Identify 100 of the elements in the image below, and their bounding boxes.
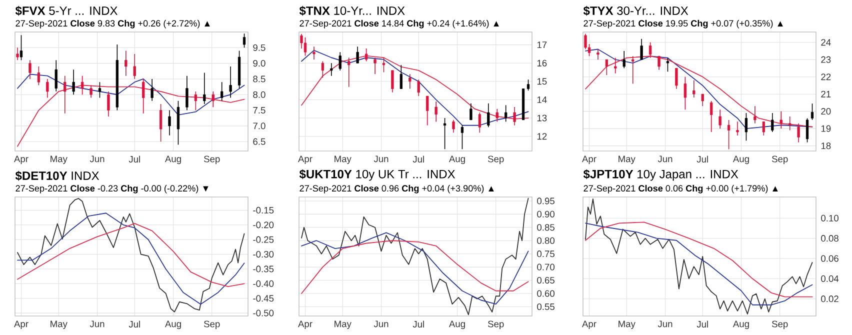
candlestick xyxy=(684,76,686,110)
y-tick-label: 7.5 xyxy=(253,107,266,114)
candlestick xyxy=(727,120,730,150)
y-tick-label: 8.5 xyxy=(253,76,266,82)
y-tick-label: 0.70 xyxy=(537,264,555,270)
candlestick xyxy=(771,112,774,132)
candlestick xyxy=(470,102,472,120)
x-tick-label: Aug xyxy=(448,320,465,330)
y-tick-label: -0.45 xyxy=(253,295,274,302)
candlestick xyxy=(797,123,800,143)
candlestick xyxy=(744,112,748,142)
y-tick-label: 19 xyxy=(821,125,831,132)
candlestick xyxy=(400,64,403,90)
candlestick xyxy=(718,109,722,129)
x-tick-label: May xyxy=(618,156,636,164)
x-tick-label: Aug xyxy=(732,156,749,164)
x-tick-label: Aug xyxy=(732,320,749,330)
x-tick-label: Jul xyxy=(128,156,140,163)
candlestick xyxy=(98,82,102,98)
candlestick xyxy=(321,60,324,78)
candlestick xyxy=(487,102,490,128)
line-series xyxy=(301,198,529,316)
chart-subtitle: 27-Sep-2021 Close -0.23 Chg -0.00 (-0.22%) ▼ xyxy=(16,184,208,194)
x-tick-label: Jun xyxy=(658,320,672,328)
x-tick-label: Apr xyxy=(582,156,596,164)
candlestick xyxy=(330,62,333,76)
x-tick-label: Aug xyxy=(164,156,181,164)
candlestick xyxy=(443,118,446,150)
candlestick xyxy=(356,46,359,64)
chart-subtitle: 27-Sep-2021 Close 19.95 Chg +0.07 (+0.35%) ▲ xyxy=(584,20,783,28)
line-series xyxy=(301,240,529,294)
x-tick-label: Jun xyxy=(90,156,104,162)
x-tick-label: Sep xyxy=(488,320,504,330)
y-tick-label: 6.5 xyxy=(253,138,266,145)
y-tick-label: 0.75 xyxy=(537,250,554,258)
candlestick xyxy=(133,54,136,80)
x-tick-label: Apr xyxy=(298,320,312,330)
y-tick-label: -0.50 xyxy=(253,310,274,316)
chart-subtitle: 27-Sep-2021 Close 14.84 Chg +0.24 (+1.64%) ▲ xyxy=(300,20,499,28)
x-tick-label: Jul xyxy=(412,156,424,163)
candlestick xyxy=(710,100,713,132)
line-series xyxy=(17,212,245,305)
candlestick xyxy=(28,60,32,80)
y-tick-label: 12 xyxy=(537,133,547,140)
x-tick-label: May xyxy=(334,320,352,330)
candlestick xyxy=(304,37,307,56)
x-tick-label: Aug xyxy=(164,320,181,330)
candlestick xyxy=(452,119,455,134)
candlestick xyxy=(640,38,643,60)
y-tick-label: 16 xyxy=(537,60,547,66)
candlestick xyxy=(186,75,188,111)
chart-title: $DET10Y INDX xyxy=(15,170,100,181)
y-tick-label: 24 xyxy=(821,39,831,46)
y-tick-label: 0.65 xyxy=(537,276,554,284)
y-tick-label: 14 xyxy=(537,96,547,103)
candlestick xyxy=(788,116,792,131)
candlestick xyxy=(632,56,634,84)
x-tick-label: Jul xyxy=(696,156,708,163)
candlestick xyxy=(242,33,246,48)
candlestick xyxy=(596,48,600,60)
candlestick xyxy=(692,80,696,98)
candlestick xyxy=(434,101,438,122)
chart-title: $FVX 5-Yr ... INDX xyxy=(15,6,118,16)
y-tick-label: 15 xyxy=(537,78,547,85)
candlestick xyxy=(513,106,516,126)
candlestick xyxy=(666,57,670,72)
line-series xyxy=(301,232,529,305)
y-tick-label: 17 xyxy=(537,42,547,48)
chart-subtitle: 27-Sep-2021 Close 0.96 Chg +0.04 (+3.90%) ▲ xyxy=(300,184,494,194)
candlestick xyxy=(90,84,92,98)
chart-title: $TYX 30-Yr... INDX xyxy=(583,6,688,16)
candlestick xyxy=(736,121,739,136)
candlestick xyxy=(780,110,782,129)
y-tick-label: -0.20 xyxy=(253,222,274,228)
y-tick-label: 0.60 xyxy=(537,290,555,297)
candlestick xyxy=(80,75,84,96)
candlestick xyxy=(496,108,498,122)
candlestick xyxy=(203,72,206,104)
x-tick-label: Jun xyxy=(90,320,104,328)
x-tick-label: May xyxy=(50,156,68,164)
candlestick xyxy=(64,75,66,114)
chart-subtitle: 27-Sep-2021 Close 9.83 Chg +0.26 (+2.72%) ▲ xyxy=(16,20,210,28)
y-tick-label: 13 xyxy=(537,114,547,122)
line-series xyxy=(585,198,813,314)
x-tick-label: Sep xyxy=(204,320,220,330)
x-tick-label: Jun xyxy=(374,156,388,162)
candlestick xyxy=(194,91,198,111)
candlestick xyxy=(810,103,814,120)
candlestick xyxy=(417,79,420,96)
y-tick-label: 0.02 xyxy=(821,296,838,302)
y-tick-label: -0.15 xyxy=(253,206,274,214)
candlestick xyxy=(107,91,110,117)
candlestick xyxy=(382,57,386,73)
chart-title: $UKT10Y 10y UK Tr ... INDX xyxy=(299,169,456,181)
x-tick-label: Sep xyxy=(772,320,788,330)
y-tick-label: -0.30 xyxy=(253,250,274,258)
x-tick-label: May xyxy=(334,156,352,164)
y-tick-label: -0.40 xyxy=(253,280,274,287)
y-tick-label: 0.80 xyxy=(537,237,555,244)
candlestick xyxy=(374,57,376,74)
